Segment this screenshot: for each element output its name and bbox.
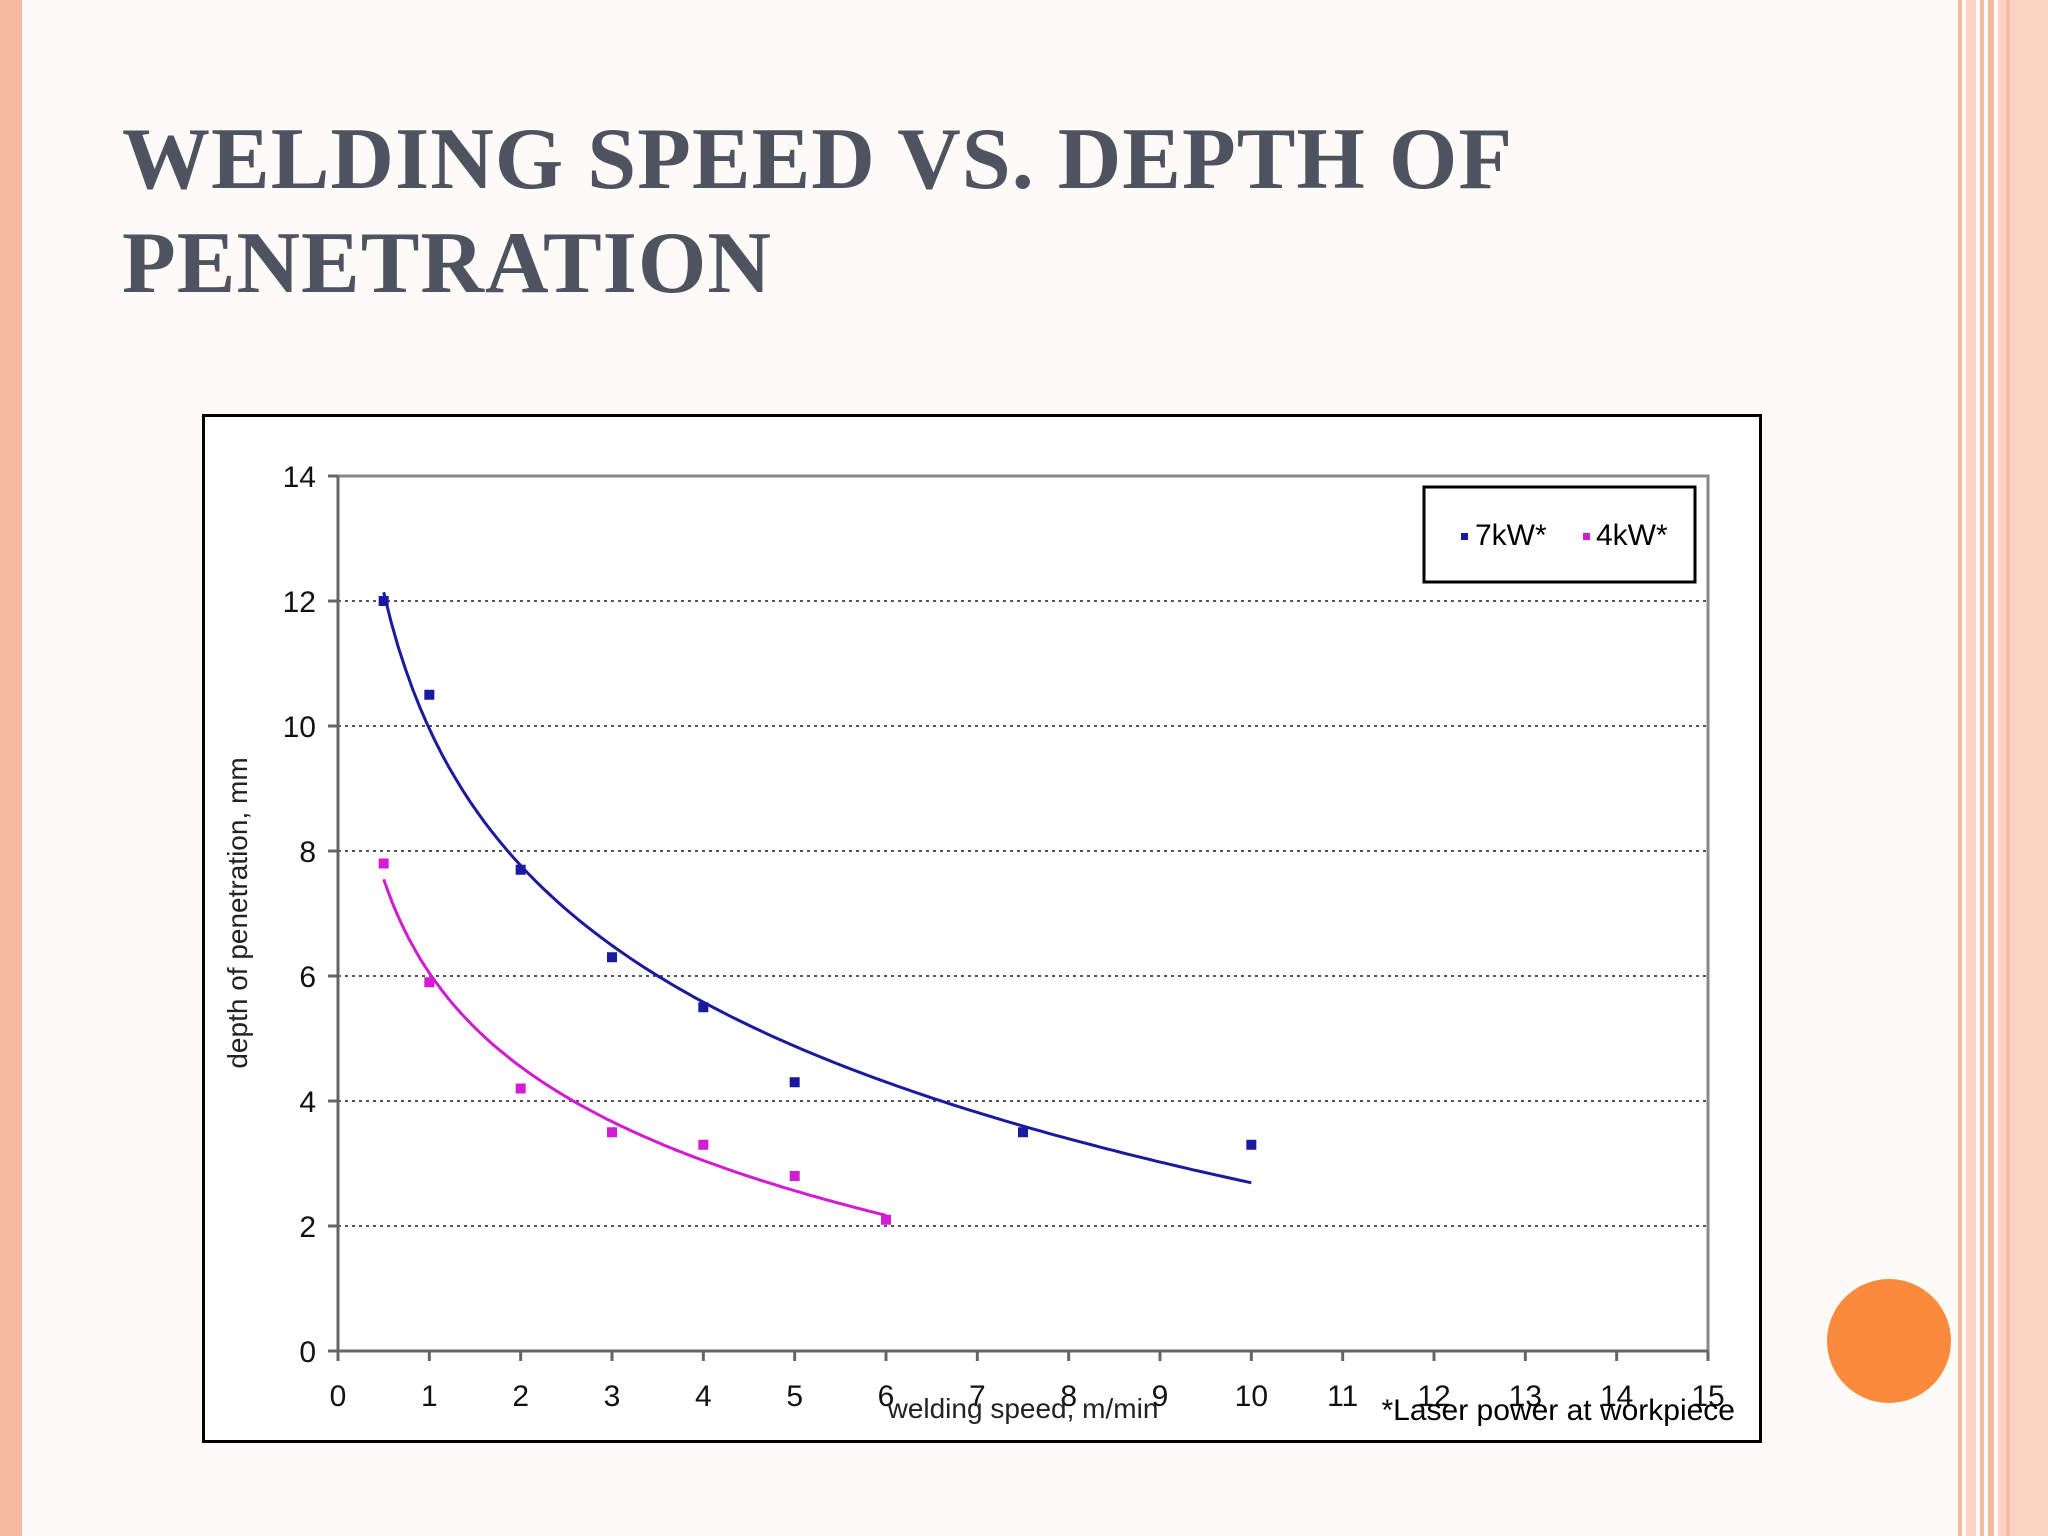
data-point-series-0 bbox=[1246, 1139, 1257, 1150]
y-axis-label: depth of penetration, mm bbox=[222, 757, 253, 1068]
y-tick-label: 0 bbox=[299, 1336, 316, 1369]
data-point-series-1 bbox=[515, 1083, 526, 1094]
decorative-circle bbox=[1827, 1279, 1951, 1403]
x-tick-label: 13 bbox=[1509, 1380, 1542, 1413]
x-tick-label: 4 bbox=[695, 1380, 712, 1413]
slide-title-line: WELDING SPEED VS. DEPTH OF bbox=[122, 111, 1514, 208]
x-tick-label: 6 bbox=[878, 1380, 895, 1413]
data-point-series-0 bbox=[789, 1077, 800, 1088]
data-point-series-1 bbox=[698, 1139, 709, 1150]
slide-title-line: PENETRATION bbox=[122, 215, 772, 312]
legend-marker-7kw bbox=[1461, 533, 1468, 540]
trendlines bbox=[382, 591, 1252, 1217]
y-tick-label: 2 bbox=[299, 1211, 316, 1244]
right-border-stripe bbox=[2006, 0, 2010, 1536]
x-tick-label: 1 bbox=[421, 1380, 438, 1413]
x-tick-label: 3 bbox=[604, 1380, 621, 1413]
data-point-series-1 bbox=[789, 1171, 800, 1181]
data-point-series-1 bbox=[378, 858, 389, 869]
data-point-series-0 bbox=[515, 864, 526, 875]
x-tick-label: 15 bbox=[1691, 1380, 1724, 1413]
right-border-stripe bbox=[1958, 0, 1962, 1536]
x-tick-label: 14 bbox=[1600, 1380, 1633, 1413]
data-point-series-1 bbox=[607, 1127, 617, 1138]
x-axis-label: welding speed, m/min bbox=[887, 1393, 1159, 1424]
x-tick-label: 8 bbox=[1060, 1380, 1077, 1413]
data-point-series-0 bbox=[607, 952, 617, 963]
chart-footnote: *Laser power at workpiece bbox=[1381, 1394, 1735, 1427]
y-tick-label: 4 bbox=[299, 1086, 316, 1119]
data-points bbox=[378, 596, 1257, 1225]
x-tick-label: 0 bbox=[330, 1380, 347, 1413]
data-point-series-0 bbox=[378, 596, 389, 606]
x-tick-label: 11 bbox=[1327, 1380, 1358, 1413]
legend-box bbox=[1422, 485, 1697, 584]
plot-area bbox=[336, 474, 1710, 1353]
trendline-series-1 bbox=[382, 878, 887, 1217]
data-point-series-1 bbox=[424, 977, 435, 988]
data-point-series-0 bbox=[1018, 1127, 1028, 1138]
y-tick-label: 12 bbox=[283, 586, 316, 619]
legend: 7kW* 4kW* bbox=[1422, 485, 1697, 584]
y-tick-label: 8 bbox=[299, 836, 316, 869]
slide-title: WELDING SPEED VS. DEPTH OF PENETRATION bbox=[122, 108, 1822, 316]
chart-frame: 0 2 4 6 8 10 12 14 0 1 2 3 4 5 6 7 8 9 10 11 12 13 14 15 7kW* 4… bbox=[202, 414, 1762, 1443]
legend-marker-4kw bbox=[1583, 533, 1590, 540]
x-tick-label: 7 bbox=[969, 1380, 986, 1413]
y-tick-label: 10 bbox=[283, 711, 316, 744]
x-tick-label: 2 bbox=[512, 1380, 529, 1413]
right-border-stripe bbox=[1980, 0, 1984, 1536]
x-tick-label: 12 bbox=[1417, 1380, 1450, 1413]
gridlines bbox=[338, 600, 1708, 1227]
x-tick-label: 10 bbox=[1235, 1380, 1268, 1413]
right-border-stripe bbox=[1966, 0, 1976, 1536]
y-tick-label: 14 bbox=[283, 461, 316, 494]
left-border-decoration bbox=[0, 0, 22, 1536]
right-border-stripe bbox=[1988, 0, 1994, 1536]
y-tick-label: 6 bbox=[299, 961, 316, 994]
data-point-series-0 bbox=[424, 689, 435, 700]
x-tick-label: 9 bbox=[1152, 1380, 1169, 1413]
data-point-series-1 bbox=[881, 1214, 891, 1225]
data-point-series-0 bbox=[698, 1002, 709, 1013]
trendline-series-0 bbox=[382, 591, 1252, 1185]
x-tick-label: 5 bbox=[786, 1380, 803, 1413]
legend-label-7kw: 7kW* bbox=[1475, 519, 1547, 552]
legend-label-4kw: 4kW* bbox=[1596, 519, 1668, 552]
